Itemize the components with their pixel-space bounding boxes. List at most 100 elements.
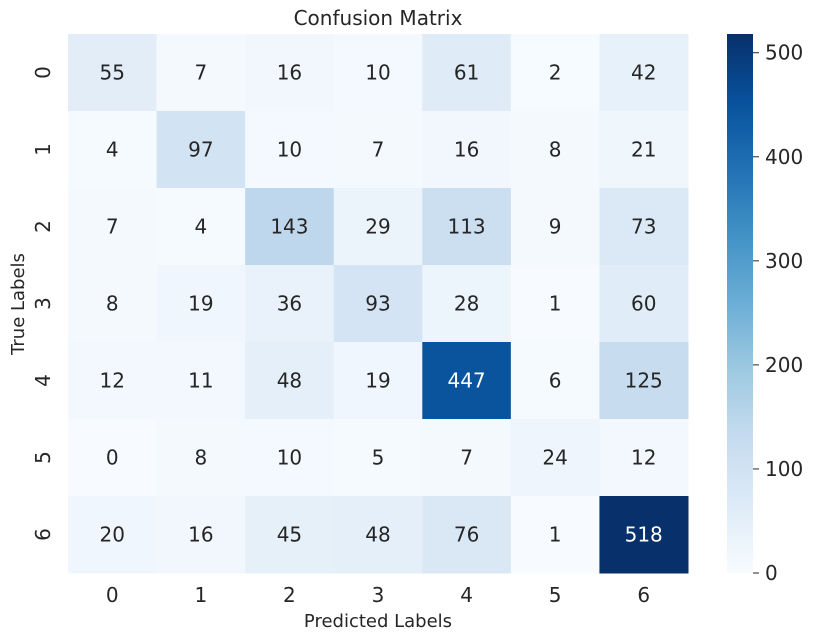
heatmap-cell xyxy=(245,496,335,574)
cell-value-label: 7 xyxy=(106,215,119,239)
cell-value-label: 16 xyxy=(277,61,302,85)
heatmap-cell xyxy=(156,419,246,497)
cell-value-label: 21 xyxy=(631,138,656,162)
heatmap-cell xyxy=(245,265,335,343)
x-tick-label: 2 xyxy=(283,583,296,607)
heatmap-cell xyxy=(422,419,512,497)
colorbar-tick-label: 400 xyxy=(765,145,803,169)
cell-value-label: 8 xyxy=(106,292,119,316)
cell-value-label: 447 xyxy=(447,369,485,393)
cell-value-label: 12 xyxy=(631,446,656,470)
heatmap-cells: 55 7 16 10 61 2 424 97 10 7 16 8 217 4 143 29 113 9 738 19 3… xyxy=(68,34,689,574)
y-tick-label: 3 xyxy=(31,297,55,310)
heatmap-cell xyxy=(599,265,689,343)
heatmap-cell xyxy=(68,111,158,189)
cell-value-label: 93 xyxy=(365,292,390,316)
x-tick-label: 1 xyxy=(194,583,207,607)
cell-value-label: 76 xyxy=(454,523,479,547)
cell-value-label: 8 xyxy=(194,446,207,470)
x-tick-label: 0 xyxy=(106,583,119,607)
cell-value-label: 55 xyxy=(100,61,125,85)
cell-value-label: 8 xyxy=(549,138,562,162)
cell-value-label: 60 xyxy=(631,292,656,316)
cell-value-label: 16 xyxy=(188,523,213,547)
y-axis-label: True Labels xyxy=(8,253,29,356)
heatmap-cell xyxy=(156,342,246,420)
y-tick-label: 0 xyxy=(31,66,55,79)
cell-value-label: 24 xyxy=(542,446,567,470)
cell-value-label: 19 xyxy=(365,369,390,393)
heatmap-cell xyxy=(156,496,246,574)
heatmap-cell xyxy=(599,111,689,189)
cell-value-label: 125 xyxy=(625,369,663,393)
cell-value-label: 10 xyxy=(277,446,302,470)
cell-value-label: 16 xyxy=(454,138,479,162)
y-tick-label: 4 xyxy=(31,374,55,387)
x-tick-label: 6 xyxy=(637,583,650,607)
colorbar-tick-label: 0 xyxy=(765,561,778,585)
heatmap-cell xyxy=(510,496,600,574)
cell-value-label: 73 xyxy=(631,215,656,239)
heatmap-cell xyxy=(333,342,423,420)
heatmap-cell xyxy=(599,419,689,497)
heatmap-cell xyxy=(156,188,246,266)
heatmap-cell xyxy=(68,419,158,497)
heatmap-cell xyxy=(510,265,600,343)
colorbar xyxy=(727,34,753,573)
cell-value-label: 4 xyxy=(194,215,207,239)
y-tick-label: 2 xyxy=(31,220,55,233)
chart-title: Confusion Matrix xyxy=(294,6,463,30)
cell-value-label: 19 xyxy=(188,292,213,316)
heatmap-cell xyxy=(245,188,335,266)
heatmap-cell xyxy=(68,188,158,266)
heatmap-cell xyxy=(599,342,689,420)
heatmap-cell xyxy=(510,34,600,112)
heatmap-cell xyxy=(156,111,246,189)
x-tick-label: 4 xyxy=(460,583,473,607)
cell-value-label: 48 xyxy=(277,369,302,393)
cell-value-label: 12 xyxy=(100,369,125,393)
cell-value-label: 4 xyxy=(106,138,119,162)
heatmap-cell xyxy=(599,34,689,112)
x-axis-label: Predicted Labels xyxy=(304,611,452,632)
y-axis-ticks: 0 1 2 3 4 5 6 xyxy=(31,66,55,541)
colorbar-ticks: 0 100 200 300 400 500 xyxy=(753,41,803,585)
heatmap-cell xyxy=(422,188,512,266)
heatmap-cell xyxy=(68,265,158,343)
heatmap-cell xyxy=(68,496,158,574)
heatmap-cell xyxy=(156,34,246,112)
cell-value-label: 29 xyxy=(365,215,390,239)
cell-value-label: 0 xyxy=(106,446,119,470)
heatmap-cell xyxy=(333,265,423,343)
heatmap-cell xyxy=(422,342,512,420)
heatmap-cell xyxy=(510,111,600,189)
heatmap-cell xyxy=(422,265,512,343)
x-tick-label: 3 xyxy=(372,583,385,607)
heatmap-cell xyxy=(333,111,423,189)
colorbar-tick-label: 200 xyxy=(765,353,803,377)
y-tick-label: 1 xyxy=(31,143,55,156)
cell-value-label: 1 xyxy=(549,292,562,316)
heatmap-cell xyxy=(510,342,600,420)
cell-value-label: 518 xyxy=(625,523,663,547)
cell-value-label: 11 xyxy=(188,369,213,393)
heatmap-cell xyxy=(333,419,423,497)
y-tick-label: 5 xyxy=(31,451,55,464)
heatmap-cell xyxy=(245,34,335,112)
cell-value-label: 7 xyxy=(194,61,207,85)
heatmap-cell xyxy=(245,419,335,497)
heatmap-cell xyxy=(599,188,689,266)
cell-value-label: 9 xyxy=(549,215,562,239)
cell-value-label: 42 xyxy=(631,61,656,85)
colorbar-tick-label: 100 xyxy=(765,457,803,481)
colorbar-tick-label: 500 xyxy=(765,41,803,65)
colorbar-tick-label: 300 xyxy=(765,249,803,273)
cell-value-label: 7 xyxy=(372,138,385,162)
heatmap-cell xyxy=(156,265,246,343)
heatmap-cell xyxy=(599,496,689,574)
x-tick-label: 5 xyxy=(549,583,562,607)
cell-value-label: 10 xyxy=(365,61,390,85)
cell-value-label: 5 xyxy=(372,446,385,470)
cell-value-label: 6 xyxy=(549,369,562,393)
